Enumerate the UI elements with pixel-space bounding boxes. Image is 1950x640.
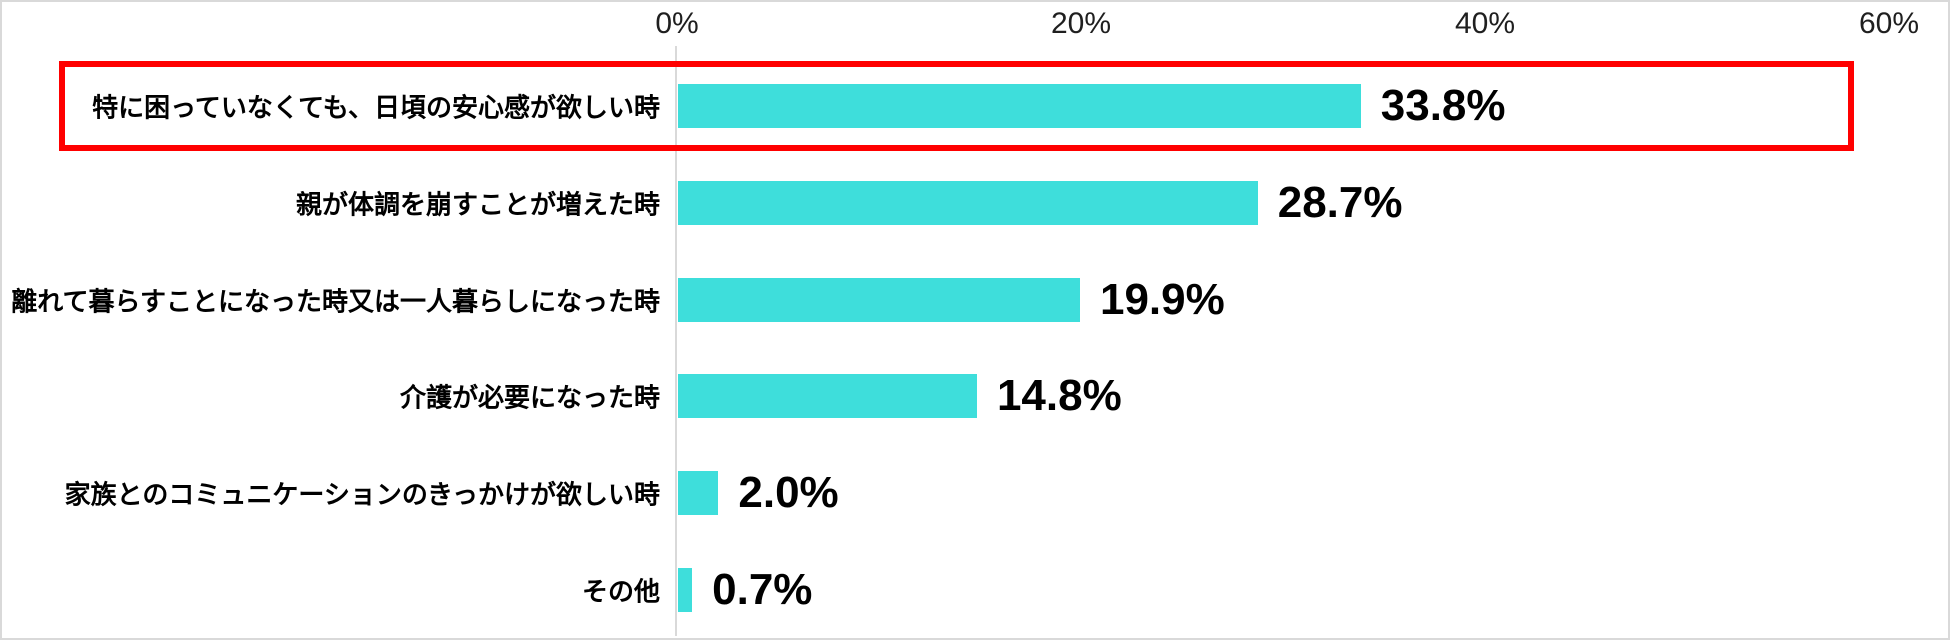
bar-row: 家族とのコミュニケーションのきっかけが欲しい時 2.0% (2, 445, 1948, 542)
x-axis-tick-label: 0% (655, 7, 699, 40)
bar-row: その他 0.7% (2, 541, 1948, 638)
bar (678, 277, 1080, 322)
value-label: 33.8% (1380, 81, 1506, 131)
category-label: 離れて暮らすことになった時又は一人暮らしになった時 (11, 286, 660, 317)
bar (678, 84, 1361, 129)
value-label: 2.0% (738, 468, 839, 518)
value-label: 0.7% (712, 564, 813, 614)
value-label: 19.9% (1099, 274, 1225, 324)
x-axis-tick-label: 20% (1050, 7, 1112, 40)
bar-row: 親が体調を崩すことが増えた時 28.7% (2, 155, 1948, 252)
value-label: 28.7% (1277, 178, 1403, 227)
category-label: その他 (581, 576, 660, 607)
value-label: 14.8% (996, 371, 1122, 421)
category-label: 家族とのコミュニケーションのきっかけが欲しい時 (64, 479, 660, 510)
category-label: 特に困っていなくても、日頃の安心感が欲しい時 (92, 92, 660, 123)
bar-row: 特に困っていなくても、日頃の安心感が欲しい時 33.8% (2, 58, 1948, 155)
x-axis: 0% 20% 40% 60% (2, 2, 1948, 46)
category-axis-line (675, 46, 677, 636)
x-axis-tick-label: 60% (1858, 7, 1920, 40)
category-label: 介護が必要になった時 (399, 382, 660, 413)
bar-row: 介護が必要になった時 14.8% (2, 348, 1948, 445)
bar (678, 181, 1258, 225)
category-label: 親が体調を崩すことが増えた時 (295, 189, 660, 220)
x-axis-tick-label: 40% (1454, 7, 1516, 40)
plot-area: 特に困っていなくても、日頃の安心感が欲しい時 33.8% 親が体調を崩すことが増… (2, 58, 1948, 638)
bar (678, 567, 693, 612)
bar (678, 471, 719, 516)
bar (678, 374, 977, 419)
bar-row: 離れて暮らすことになった時又は一人暮らしになった時 19.9% (2, 251, 1948, 348)
